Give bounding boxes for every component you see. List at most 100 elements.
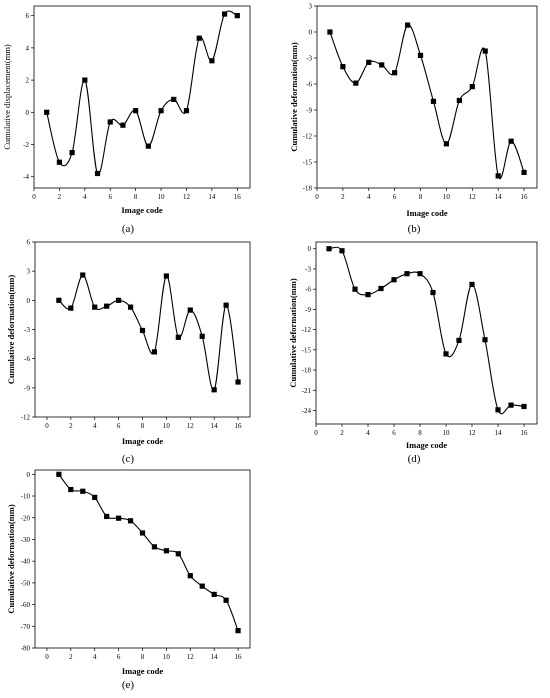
y-tick-label: 6 — [26, 12, 30, 20]
data-point — [187, 573, 193, 579]
data-point — [404, 22, 411, 28]
data-point — [417, 52, 424, 58]
y-tick-label: -80 — [21, 645, 31, 653]
y-tick-label: -3 — [305, 265, 311, 273]
y-tick-label: -15 — [303, 159, 313, 167]
data-point — [495, 407, 501, 413]
y-tick-label: 6 — [27, 239, 31, 247]
x-tick-label: 16 — [235, 653, 243, 661]
data-point — [430, 98, 437, 104]
data-point — [379, 62, 385, 68]
y-tick-label: -60 — [21, 601, 31, 609]
data-point — [352, 286, 358, 292]
chart-panel-e: 0 2 4 6 8 10 12 14 16 -80 -70 -60 -50 -40 -30 -20 -10 0 Im… — [6, 469, 251, 691]
data-point — [223, 302, 229, 308]
x-axis-label: Image code — [406, 440, 448, 450]
x-tick-label: 6 — [393, 193, 397, 201]
data-point — [94, 170, 101, 177]
y-tick-label: 4 — [26, 44, 30, 52]
x-tick-label: 8 — [141, 422, 145, 430]
data-point — [482, 48, 488, 54]
data-point — [365, 291, 371, 298]
panel-label: (c) — [122, 453, 135, 465]
data-point — [469, 84, 475, 90]
x-tick-label: 6 — [117, 653, 121, 661]
x-tick-label: 16 — [235, 422, 243, 430]
y-tick-label: 3 — [27, 268, 31, 276]
x-tick-label: 10 — [158, 193, 166, 201]
plot-frame — [315, 241, 538, 425]
x-tick-label: 12 — [187, 653, 195, 661]
plot-frame — [33, 5, 251, 189]
y-tick-label: 3 — [309, 3, 313, 11]
data-point — [133, 108, 139, 114]
data-point — [211, 591, 217, 597]
y-tick-label: -6 — [306, 81, 312, 89]
data-point — [417, 271, 423, 277]
series-line — [58, 474, 239, 631]
data-point — [104, 303, 110, 309]
data-point — [223, 597, 229, 603]
data-point — [443, 141, 450, 147]
data-point — [366, 59, 372, 65]
chart-panel-d: 0 2 4 6 8 10 12 14 16 -24 -21 -18 -15 -12 -9 -6 -3 0 Image… — [288, 241, 538, 465]
data-point — [495, 173, 501, 179]
data-point — [221, 11, 228, 17]
panel-label: (e) — [122, 679, 135, 691]
chart-panel-b: 0 2 4 6 8 10 12 14 16 -18 -15 -12 -9 -6 -3 0 3 Image code… — [289, 3, 538, 235]
data-point — [209, 58, 215, 64]
data-point — [391, 277, 397, 283]
x-tick-label: 4 — [366, 429, 370, 437]
data-point — [44, 109, 50, 115]
data-point — [392, 70, 398, 76]
data-point — [82, 77, 88, 83]
y-axis-label: Cumulative deformation(mm) — [288, 278, 298, 387]
x-tick-label: 16 — [521, 429, 529, 437]
y-tick-label: -40 — [21, 558, 31, 566]
data-point — [211, 387, 217, 393]
data-point — [92, 494, 98, 500]
data-point — [235, 379, 241, 385]
y-tick-label: -30 — [21, 536, 31, 544]
x-tick-label: 0 — [314, 429, 318, 437]
x-tick-label: 14 — [495, 193, 503, 201]
y-tick-label: -6 — [24, 355, 30, 363]
data-point — [234, 13, 240, 19]
data-point — [151, 349, 158, 355]
data-point — [183, 108, 190, 114]
data-point — [56, 471, 62, 477]
panel-label: (a) — [122, 223, 135, 235]
data-point — [443, 351, 449, 357]
data-point — [340, 64, 346, 70]
data-point — [327, 29, 333, 35]
data-point — [339, 248, 345, 254]
x-tick-label: 2 — [69, 653, 73, 661]
data-point — [120, 122, 126, 128]
x-tick-label: 12 — [183, 193, 191, 201]
data-point — [68, 486, 74, 493]
x-tick-label: 14 — [208, 193, 216, 201]
data-point — [353, 80, 359, 86]
y-tick-label: -9 — [24, 384, 30, 392]
x-tick-label: 6 — [108, 193, 112, 201]
y-tick-label: -21 — [302, 387, 312, 395]
series-line — [328, 246, 525, 415]
data-point — [145, 143, 151, 149]
data-point — [68, 305, 74, 311]
data-point — [116, 515, 122, 521]
x-tick-label: 8 — [419, 193, 423, 201]
data-point — [139, 530, 146, 536]
y-tick-label: 0 — [27, 297, 31, 305]
x-tick-label: 8 — [134, 193, 138, 201]
x-axis-label: Image code — [121, 205, 163, 215]
series-line — [46, 10, 238, 175]
x-tick-label: 16 — [234, 193, 242, 201]
data-point — [521, 169, 527, 175]
x-tick-label: 8 — [418, 429, 422, 437]
data-point — [92, 304, 98, 310]
data-point — [80, 488, 86, 494]
series-line — [58, 274, 239, 391]
data-point — [456, 337, 462, 344]
y-tick-label: -9 — [306, 107, 312, 115]
y-tick-label: -12 — [21, 414, 31, 422]
